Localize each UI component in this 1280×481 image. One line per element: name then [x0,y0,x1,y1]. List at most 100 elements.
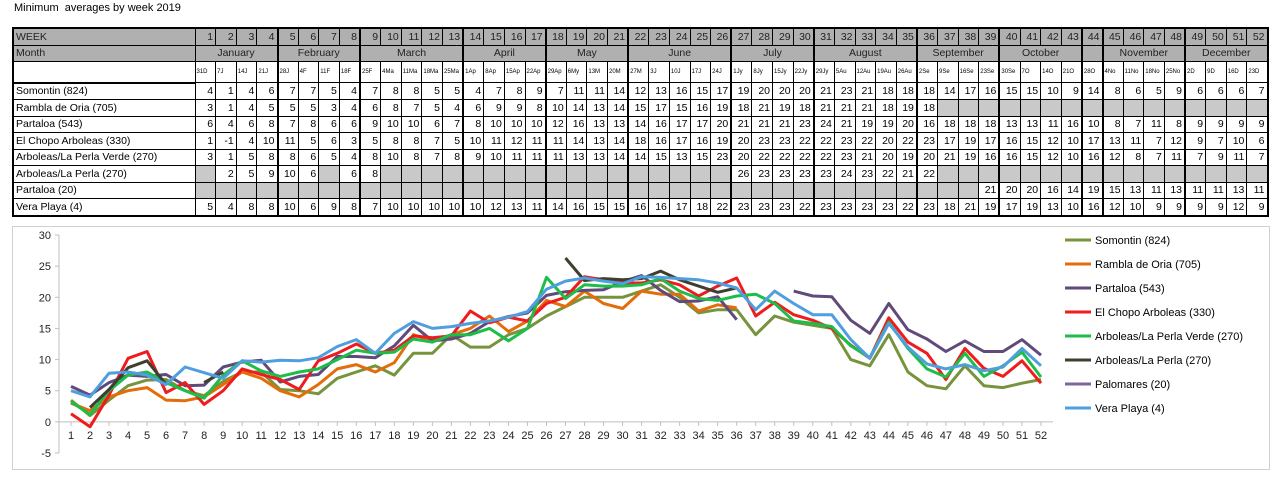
week-start-date: 26Au [895,61,918,83]
week-start-date: 4Ma [380,61,402,83]
table-cell: 20 [875,132,897,150]
table-cell: 7 [400,99,423,117]
table-cell: 20 [895,115,918,133]
table-cell [957,165,980,183]
table-cell: 6 [1246,132,1269,150]
table-cell: 13 [1225,181,1248,199]
table-cell: 20 [772,82,794,100]
table-cell: 13 [648,82,670,100]
table-cell [421,165,443,183]
table-cell: 19 [1081,181,1104,199]
week-start-date: 2Se [916,61,938,83]
station-label: Somontin (824) [12,81,196,100]
x-tick-label: 18 [388,430,400,442]
table-cell [1122,99,1145,117]
table-cell: 15 [648,148,670,166]
legend-label: Rambla de Oria (705) [1095,259,1201,271]
table-cell: 6 [359,99,382,117]
table-cell: 18 [792,99,815,117]
week-number: 29 [772,27,794,46]
table-cell: 5 [194,198,217,216]
table-cell: 10 [400,198,423,216]
table-cell: 5 [235,165,258,183]
table-cell: 18 [895,82,918,100]
table-cell: 7 [277,115,299,133]
table-cell: 12 [627,82,650,100]
x-tick-label: 47 [940,430,952,442]
table-cell [545,181,567,199]
table-cell: 7 [1205,132,1227,150]
week-number: 1 [194,27,217,46]
table-cell: 11 [277,132,299,150]
table-cell [359,181,382,199]
table-cell [524,181,547,199]
x-tick-label: 40 [807,430,819,442]
table-cell: 9 [256,165,279,183]
table-cell [215,181,237,199]
table-cell [586,165,608,183]
week-number: 48 [1163,27,1186,46]
table-row: Partaloa (543) 6 4 6 8 7 8 6 6 9 10 10 6 7 8 10 10 10 12 16… [12,115,1269,133]
x-tick-label: 33 [674,430,686,442]
table-cell: 6 [1225,82,1248,100]
week-start-date: 8Ap [483,61,505,83]
table-cell [627,165,650,183]
table-cell: 10 [462,198,485,216]
table-cell: 15 [689,148,712,166]
table-cell: 22 [710,198,733,216]
week-number: 50 [1205,27,1227,46]
table-cell: 18 [937,115,959,133]
week-start-date: 9Se [937,61,959,83]
table-cell: 10 [1122,198,1145,216]
table-cell [483,165,505,183]
table-cell: 6 [338,115,361,133]
week-start-date: 1Ap [462,61,485,83]
table-cell [1225,165,1248,183]
table-cell: 7 [1246,82,1269,100]
x-tick-label: 51 [1016,430,1028,442]
table-cell: 22 [772,148,794,166]
table-cell: 18 [937,198,959,216]
table-cell [194,165,217,183]
x-tick-label: 43 [864,430,876,442]
table-cell: 20 [875,148,897,166]
week-start-date: 7J [215,61,237,83]
week-start-date: 25No [1163,61,1186,83]
table-cell [978,165,1001,183]
week-start-date: 17J [689,61,712,83]
week-start-date: 28J [277,61,299,83]
table-cell: 4 [338,148,361,166]
table-cell: 11 [1040,115,1062,133]
table-cell [627,181,650,199]
table-cell: 23 [751,165,773,183]
month-cell: March [359,44,465,62]
table-cell: 5 [277,99,299,117]
table-cell [277,181,299,199]
x-tick-label: 2 [87,430,93,442]
week-start-date: 4No [1102,61,1124,83]
week-number: 13 [442,27,465,46]
table-cell [751,181,773,199]
table-cell: 9 [1163,82,1186,100]
week-start-date: 30Se [998,61,1021,83]
x-tick-label: 25 [521,430,533,442]
table-cell: 7 [483,82,505,100]
table-row: Vera Playa (4) 5 4 8 8 10 6 9 8 7 10 10 10 10 10 12 13 11… [12,198,1269,216]
week-start-date: 8Jy [751,61,773,83]
table-cell: 16 [998,132,1021,150]
week-start-date: 1Jy [730,61,753,83]
table-cell: 7 [1122,115,1145,133]
week-number: 6 [297,27,320,46]
table-cell: 16 [627,198,650,216]
table-cell: 5 [235,148,258,166]
table-cell: 12 [545,115,567,133]
table-cell: 6 [235,115,258,133]
table-cell: 11 [524,198,547,216]
table-cell: 18 [916,99,938,117]
table-row: Arboleas/La Perla (270) 2 5 9 10 6 6 8 26 23 23 23 2… [12,165,1269,183]
week-number: 11 [400,27,423,46]
table-cell [545,165,567,183]
x-tick-label: 35 [712,430,724,442]
x-tick-label: 30 [616,430,628,442]
week-number: 20 [586,27,608,46]
